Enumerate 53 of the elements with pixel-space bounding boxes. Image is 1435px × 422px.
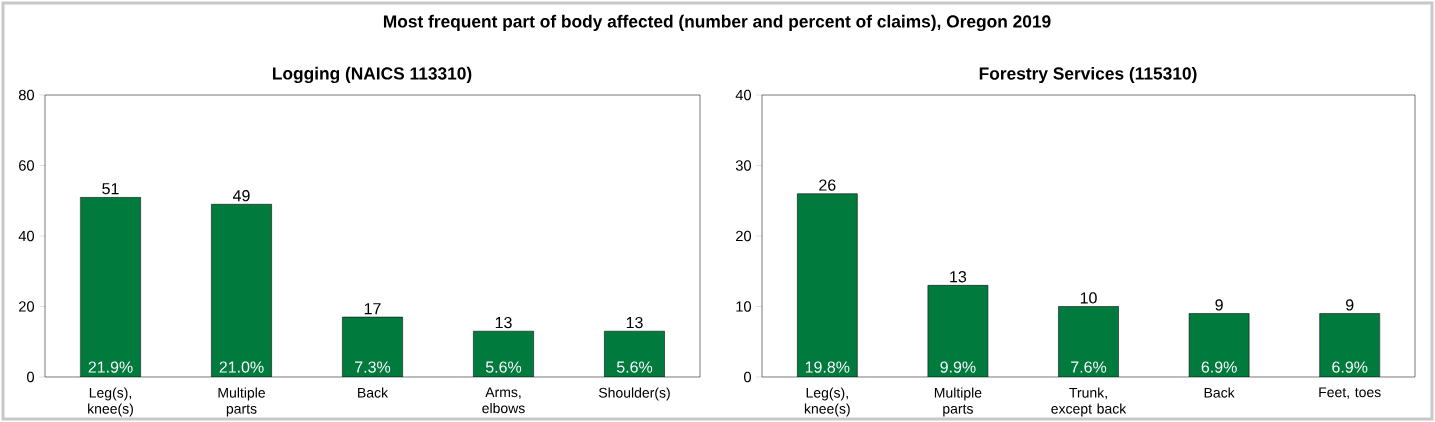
data-label: 13	[626, 316, 643, 329]
x-tick-label: Multiple parts	[218, 387, 265, 417]
y-tick-label: 10	[736, 301, 752, 312]
bar	[1058, 306, 1119, 377]
y-tick-label: 40	[18, 230, 35, 242]
annotation: 5.6%	[485, 361, 522, 373]
annotation: 19.8%	[805, 361, 850, 373]
data-label: 13	[950, 271, 967, 283]
data-label: 13	[495, 316, 512, 329]
data-label: 17	[364, 303, 381, 315]
x-tick-label: Arms, elbows	[482, 387, 525, 414]
y-tick-label: 40	[735, 89, 752, 101]
annotation: 7.3%	[355, 361, 391, 373]
x-tick-label: Back	[1204, 387, 1235, 398]
y-tick-label: 30	[735, 160, 752, 171]
x-tick-label: Back	[358, 387, 389, 398]
x-tick-label: Leg(s), knee(s)	[804, 387, 850, 417]
data-label: 51	[102, 183, 119, 195]
annotation: 6.9%	[1332, 361, 1368, 373]
chart-subtitle: Logging (NAICS 113310)	[272, 66, 472, 84]
annotation: 21.9%	[88, 361, 133, 373]
chart-title: Most frequent part of body affected (number and percent of claims), Oregon 2019	[383, 14, 1051, 32]
y-tick-label: 20	[736, 230, 752, 242]
annotation: 21.0%	[219, 361, 264, 373]
bar	[604, 330, 665, 377]
y-tick-label: 0	[744, 371, 752, 383]
bar	[211, 204, 272, 377]
bar	[80, 196, 141, 377]
annotation: 6.9%	[1201, 361, 1237, 373]
x-tick-label: Leg(s), knee(s)	[88, 387, 133, 417]
annotation: 5.6%	[616, 361, 653, 373]
data-label: 26	[819, 179, 836, 191]
bar	[1319, 313, 1381, 377]
x-tick-label: Feet, toes	[1319, 387, 1381, 399]
y-tick-label: 80	[18, 89, 35, 101]
annotation: 9.9%	[940, 361, 976, 373]
bar	[473, 330, 534, 377]
bar	[797, 193, 858, 377]
data-label: 9	[1346, 299, 1354, 311]
x-tick-label: Multiple parts	[934, 387, 982, 417]
y-tick-label: 60	[19, 160, 35, 171]
x-tick-label: Trunk, except back	[1051, 387, 1127, 417]
data-label: 49	[232, 190, 250, 202]
data-label: 9	[1215, 299, 1223, 311]
data-label: 10	[1080, 292, 1097, 304]
y-tick-label: 20	[19, 301, 35, 312]
y-tick-label: 0	[27, 371, 35, 383]
x-tick-label: Shoulder(s)	[598, 387, 670, 401]
bar	[342, 316, 403, 377]
bar	[1188, 313, 1250, 377]
bar	[927, 285, 989, 377]
annotation: 7.6%	[1071, 361, 1107, 373]
chart-subtitle: Forestry Services (115310)	[979, 66, 1197, 84]
